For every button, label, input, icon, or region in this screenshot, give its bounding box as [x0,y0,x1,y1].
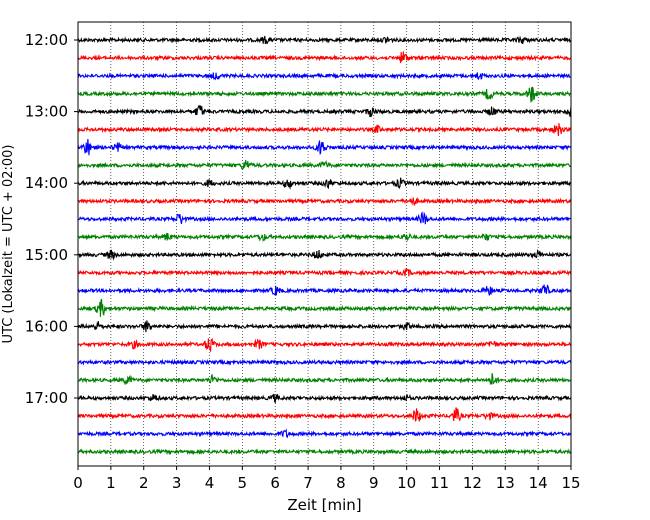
trace-line [77,373,572,385]
vertical-grid [110,22,539,466]
x-tick-label: 15 [561,474,580,492]
trace-line [77,159,572,170]
trace-line [77,428,572,439]
y-tick-label: 13:00 [25,103,68,121]
x-tick-label: 5 [238,474,248,492]
trace-line [77,320,572,333]
x-tick-label: 4 [205,474,215,492]
trace-line [77,448,572,456]
trace-line [77,211,572,225]
x-tick-label: 8 [336,474,346,492]
x-tick-label: 11 [430,474,449,492]
trace-line [77,284,572,296]
y-tick-label: 12:00 [25,31,68,49]
x-tick-label: 3 [172,474,182,492]
trace-line [77,123,572,137]
trace-line [77,72,572,81]
x-tick-label: 12 [463,474,482,492]
trace-line [77,407,572,422]
trace-line [77,358,572,366]
x-axis-label: Zeit [min] [287,496,361,514]
x-tick-label: 0 [73,474,83,492]
x-tick-label: 10 [397,474,416,492]
y-tick-label: 15:00 [25,246,68,264]
trace-line [77,177,572,190]
x-tick-label: 9 [369,474,379,492]
trace-line [77,232,572,242]
x-tick-label: 13 [496,474,515,492]
x-tick-label: 1 [106,474,116,492]
trace-line [77,248,572,261]
trace-line [77,298,572,317]
trace-line [77,104,572,118]
trace-group [77,35,572,456]
y-tick-label: 14:00 [25,174,68,192]
trace-line [77,197,572,207]
y-axis-label: UTC (Lokalzeit = UTC + 02:00) [1,145,16,344]
trace-line [77,268,572,277]
trace-line [77,139,572,156]
x-tick-label: 2 [139,474,149,492]
x-tick-label: 7 [303,474,313,492]
trace-line [77,35,572,45]
trace-line [77,338,572,352]
y-tick-label: 16:00 [25,317,68,335]
x-tick-label: 6 [270,474,280,492]
trace-line [77,393,572,404]
trace-line [77,86,572,103]
y-axis-ticks: 12:00 13:00 14:00 15:00 16:00 17:00 [25,31,78,407]
plot-frame [77,21,572,467]
trace-line [77,51,572,64]
x-tick-label: 14 [529,474,548,492]
x-axis-ticks: 0 1 2 3 4 5 6 7 8 9 10 11 12 13 14 15 [73,466,581,492]
y-tick-label: 17:00 [25,389,68,407]
